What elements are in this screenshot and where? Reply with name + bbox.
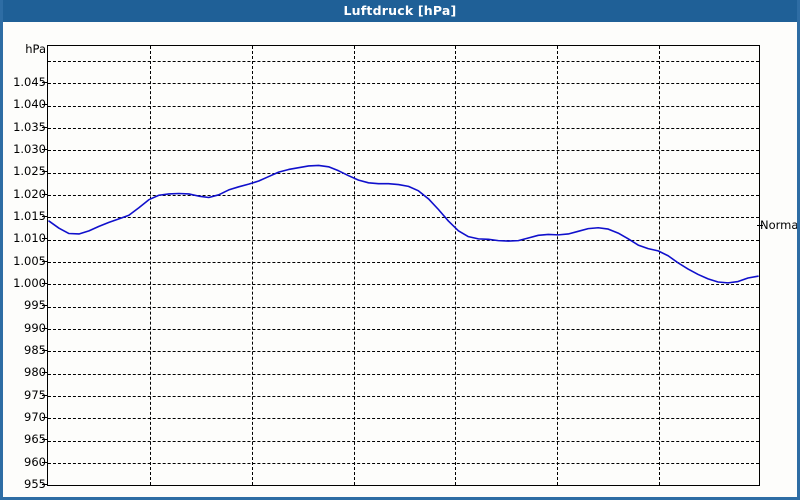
normal-reference-label: Normal	[760, 217, 800, 232]
y-axis-tick-label: 955	[24, 477, 46, 492]
gridline	[48, 195, 759, 197]
gridline	[48, 463, 759, 465]
gridline	[48, 440, 759, 442]
y-axis-tick-mark	[42, 193, 47, 195]
gridline	[48, 418, 759, 420]
y-axis-tick-mark	[42, 461, 47, 463]
gridline	[48, 217, 759, 219]
day-divider	[455, 46, 457, 485]
gridline	[48, 306, 759, 308]
gridline	[48, 150, 759, 152]
y-axis-title: hPa	[25, 42, 46, 56]
y-axis-tick-label: 1.030	[13, 142, 46, 157]
y-axis-tick-label: 980	[24, 365, 46, 380]
y-axis-tick-mark	[42, 104, 47, 106]
y-axis-tick-mark	[42, 260, 47, 262]
y-axis-tick-label: 1.035	[13, 119, 46, 134]
plot-area	[47, 45, 760, 486]
y-axis-tick-label: 985	[24, 343, 46, 358]
y-axis-tick-label: 1.040	[13, 97, 46, 112]
y-axis-tick-label: 1.045	[13, 75, 46, 89]
day-divider	[557, 46, 559, 485]
gridline	[48, 83, 759, 85]
gridline	[48, 172, 759, 174]
window-title-bar: Luftdruck [hPa]	[0, 0, 800, 22]
gridline	[48, 351, 759, 353]
gridline	[48, 61, 759, 62]
gridline	[48, 396, 759, 398]
y-axis-tick-label: 1.025	[13, 164, 46, 179]
pressure-line-series	[48, 164, 759, 284]
day-divider	[353, 46, 355, 485]
day-divider	[149, 46, 151, 485]
y-axis-tick-label: 1.005	[13, 253, 46, 268]
gridline	[48, 128, 759, 130]
y-axis-tick-mark	[42, 283, 47, 285]
y-axis-tick-mark	[42, 484, 47, 486]
day-divider	[659, 46, 661, 485]
window-title: Luftdruck [hPa]	[343, 3, 457, 18]
y-axis-tick-label: 965	[24, 432, 46, 447]
y-axis-tick-mark	[42, 238, 47, 240]
y-axis-tick-mark	[42, 216, 47, 218]
y-axis-tick-mark	[42, 305, 47, 307]
gridline	[48, 284, 759, 286]
y-axis-tick-mark	[42, 327, 47, 329]
y-axis-tick-label: 1.010	[13, 231, 46, 246]
y-axis-tick-mark	[42, 372, 47, 374]
y-axis-tick-mark	[42, 149, 47, 151]
y-axis-tick-label: 960	[24, 454, 46, 469]
y-axis-tick-mark	[42, 417, 47, 419]
y-axis-tick-mark	[42, 350, 47, 352]
chart-area: hPa 1.045 1.040 1.035 1.030 1.025 1.020 1.015 1…	[0, 22, 800, 500]
gridline	[48, 329, 759, 331]
y-axis-tick-label: 975	[24, 387, 46, 402]
y-axis-tick-mark	[42, 126, 47, 128]
pressure-curve	[48, 164, 759, 284]
gridline	[48, 262, 759, 264]
y-axis-tick-label: 970	[24, 410, 46, 425]
y-axis-tick-label: 1.020	[13, 186, 46, 201]
y-axis-tick-mark	[42, 171, 47, 173]
gridline	[48, 373, 759, 375]
y-axis-tick-label: 995	[24, 298, 46, 313]
gridline	[48, 105, 759, 107]
y-axis-tick-mark	[42, 394, 47, 396]
y-axis-tick-mark	[42, 439, 47, 441]
y-axis-tick-label: 990	[24, 320, 46, 335]
y-axis-tick-label: 1.000	[13, 276, 46, 291]
normal-reference-tick	[757, 224, 763, 226]
y-axis-tick-label: 1.015	[13, 209, 46, 224]
y-axis-tick-mark	[42, 82, 47, 83]
gridline	[48, 239, 759, 241]
day-divider	[251, 46, 253, 485]
